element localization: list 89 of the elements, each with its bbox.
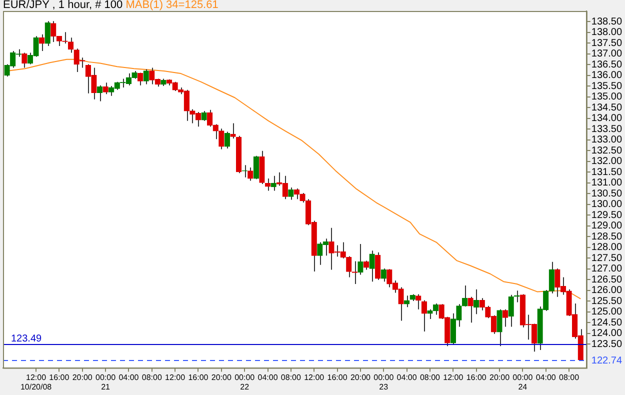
candlestick [369,250,375,282]
y-tick-label: 123.50 [591,338,622,350]
x-tick-label: 20:00 [72,372,93,382]
candlestick [514,290,520,303]
ref-line-label: 123.49 [11,333,42,344]
x-tick-label: 00:00 24 [512,372,534,392]
candlestick [270,175,276,192]
y-tick-label: 134.00 [591,113,622,124]
y-tick-label: 135.50 [591,80,622,92]
y-tick-label: 126.00 [591,285,622,296]
ref-line-label: 122.74 [591,355,622,366]
candlestick [253,155,260,180]
candlestick [22,52,28,68]
candlestick [421,300,428,332]
y-tick-label: 132.50 [591,145,622,156]
y-tick-label: 136.00 [591,70,622,82]
candlestick [375,252,381,280]
x-tick-label: 12:00 [165,372,186,382]
x-tick-label: 20:00 [350,372,372,382]
y-tick-label: 125.50 [591,296,622,307]
candlestick [248,166,254,182]
x-tick-label: 16:00 [49,372,70,382]
y-tick-label: 131.50 [591,166,622,178]
y-tick-label: 129.50 [591,210,622,221]
x-tick-label: 00:00 23 [374,372,394,392]
candlestick [548,261,554,294]
y-tick-label: 127.50 [591,252,622,264]
candlestick [68,37,74,54]
candlestick [496,308,502,347]
y-tick-label: 128.00 [591,242,622,254]
x-tick-label: 08:00 [280,372,302,382]
candlestick [44,20,50,47]
y-tick-label: 131.00 [591,178,622,189]
x-tick-label: 08:00 [142,372,162,382]
y-tick-label: 132.00 [591,156,622,168]
y-tick-label: 138.50 [591,16,622,28]
x-tick-label: 12:00 [304,372,325,382]
candlestick [508,294,514,328]
candlestick [96,84,103,102]
y-tick-label: 128.50 [591,231,622,242]
candlestick [363,260,370,270]
x-tick-label: 08:00 [559,372,580,382]
y-tick-label: 138.00 [591,27,622,38]
candlestick [416,294,422,310]
x-tick-label: 16:00 [466,372,487,382]
y-tick-label: 126.50 [591,274,622,286]
candlestick [137,72,144,86]
text: MAB(1) 34=125.61 [124,0,218,11]
x-tick-label: 04:00 [258,372,278,382]
y-tick-label: 135.00 [591,92,622,103]
y-tick-label: 129.00 [591,220,622,232]
y-tick-label: 134.50 [591,102,622,114]
candlestick [230,122,236,139]
x-tick-label: 00:00 21 [96,372,116,392]
candlestick [102,82,108,95]
x-tick-label: 04:00 [396,372,418,382]
x-tick-label: 16:00 [327,372,348,382]
y-tick-label: 137.50 [591,38,622,49]
y-tick-label: 130.50 [591,188,622,200]
candlestick [468,296,474,324]
candlestick [404,295,410,308]
y-tick-label: 125.00 [591,306,622,318]
candlestick [474,288,480,315]
x-tick-label: 04:00 [536,372,556,382]
y-tick-label: 136.50 [591,59,622,70]
candlestick [218,128,224,150]
candlestick [502,308,508,328]
y-tick-label: 133.00 [591,134,622,146]
chart-title: EUR/JPY , 1 hour, # 100 [3,0,123,11]
x-tick-label: 04:00 [118,372,140,382]
x-tick-label: 12:00 [443,372,464,382]
x-tick-label: 20:00 [211,372,232,382]
y-tick-label: 130.00 [591,199,622,210]
candlestick [201,110,207,122]
y-tick-label: 127.00 [591,264,622,275]
y-tick-label: 133.50 [591,124,622,135]
y-tick-label: 124.00 [591,328,622,340]
x-tick-label: 20:00 [489,372,510,382]
y-tick-label: 124.50 [591,317,622,328]
candlestick [224,131,230,150]
x-tick-label: 00:00 22 [234,372,256,392]
candlestick [143,68,149,85]
candlestick [288,186,294,200]
candlestick [380,268,386,282]
y-tick-label: 137.00 [591,48,622,60]
x-tick-label: 08:00 [420,372,441,382]
candlestick [38,34,45,52]
candlestick [358,243,364,276]
x-tick-label: 16:00 [188,372,209,382]
